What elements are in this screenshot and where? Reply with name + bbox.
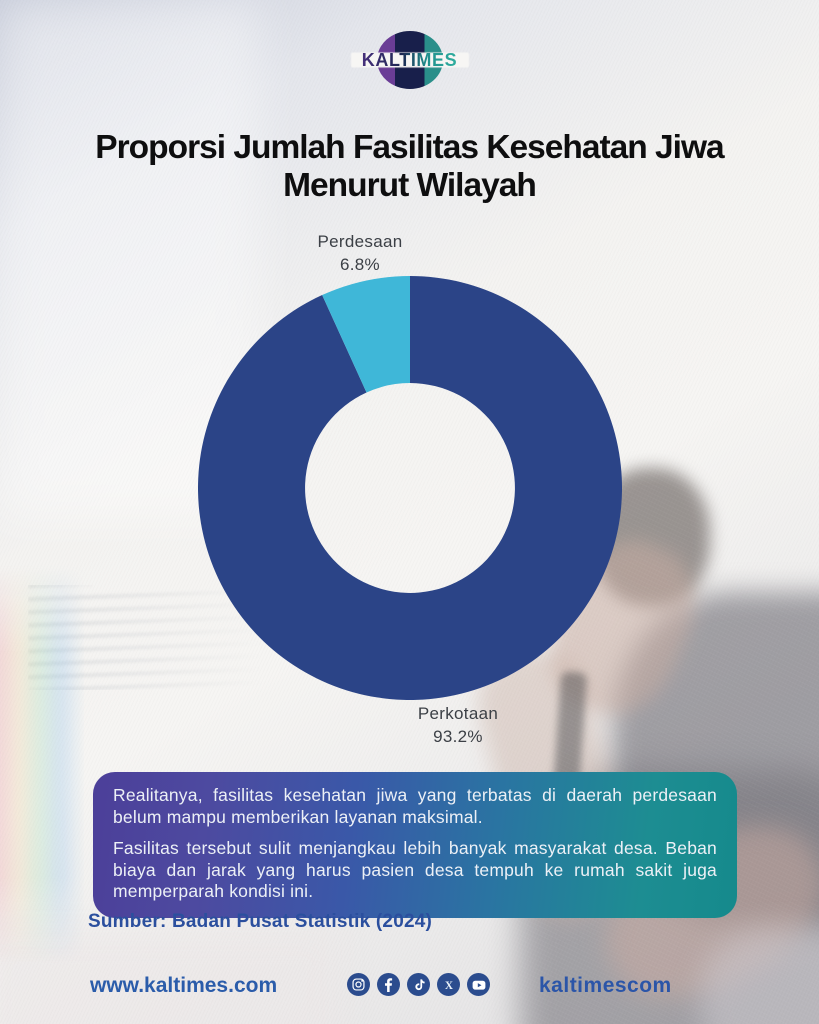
svg-text:X: X: [444, 979, 453, 991]
youtube-icon: [467, 973, 490, 996]
donut-slice-perkotaan: [198, 276, 623, 700]
globe-band: [350, 52, 469, 68]
page-title-line2: Menurut Wilayah: [283, 167, 537, 204]
pillow-shape: [700, 930, 819, 1024]
rainbow-light-leak: [0, 565, 84, 965]
facebook-icon: [377, 973, 400, 996]
x-icon: X: [437, 973, 460, 996]
slice-label-perkotaan-name: Perkotaan: [417, 704, 499, 723]
footer-website: www.kaltimes.com: [90, 974, 278, 997]
social-icon-row: X: [347, 973, 490, 996]
info-box: Realitanya, fasilitas kesehatan jiwa yan…: [93, 772, 737, 918]
page-title-line1: Proporsi Jumlah Fasilitas Kesehatan Jiwa: [95, 129, 724, 166]
slice-label-perdesaan-value: 6.8%: [340, 255, 380, 274]
footer-handle: kaltimescom: [539, 974, 672, 997]
instagram-icon: [347, 973, 370, 996]
page-title: Proporsi Jumlah Fasilitas Kesehatan Jiwa…: [0, 129, 819, 205]
info-paragraph-2: Fasilitas tersebut sulit menjangkau lebi…: [113, 838, 717, 901]
info-paragraph-1: Realitanya, fasilitas kesehatan jiwa yan…: [113, 785, 717, 827]
logo: KALTIMES: [0, 0, 819, 120]
donut-slice-perdesaan: [322, 276, 410, 393]
donut-chart-svg: [198, 276, 623, 700]
logo-text: KALTIMES: [361, 49, 458, 70]
slice-label-perdesaan: Perdesaan 6.8%: [260, 230, 460, 276]
slice-label-perkotaan-value: 93.2%: [433, 727, 483, 746]
slice-label-perkotaan: Perkotaan 93.2%: [358, 702, 558, 748]
tiktok-icon: [407, 973, 430, 996]
donut-chart: [198, 276, 623, 700]
slice-label-perdesaan-name: Perdesaan: [317, 232, 403, 251]
source-text: Sumber: Badan Pusat Statistik (2024): [88, 911, 433, 932]
